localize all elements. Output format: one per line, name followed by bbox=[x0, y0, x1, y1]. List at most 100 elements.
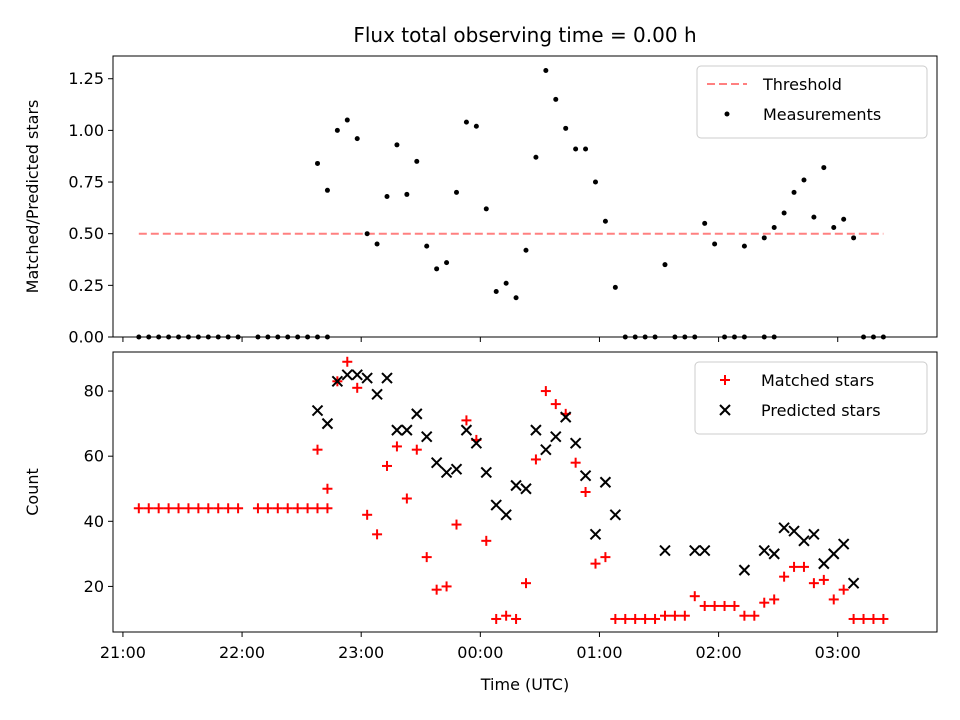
measurement-point bbox=[761, 334, 767, 340]
predicted-star-marker bbox=[361, 372, 373, 384]
measurement-point bbox=[444, 260, 450, 266]
measurement-point bbox=[334, 127, 340, 133]
measurement-point bbox=[831, 224, 837, 230]
matched-star-marker bbox=[530, 454, 541, 465]
x-tick-label: 01:00 bbox=[576, 643, 622, 662]
measurement-point bbox=[493, 289, 499, 295]
predicted-star-marker bbox=[778, 522, 790, 534]
matched-star-marker bbox=[501, 610, 512, 621]
measurement-point bbox=[801, 177, 807, 183]
marker-stroke bbox=[391, 424, 403, 436]
marker-stroke bbox=[440, 466, 453, 479]
marker-stroke bbox=[321, 417, 334, 430]
predicted-star-marker bbox=[579, 470, 592, 482]
matched-star-marker bbox=[789, 561, 800, 572]
x-tick-label: 23:00 bbox=[338, 643, 384, 662]
matched-star-marker bbox=[739, 610, 750, 621]
measurement-point bbox=[265, 334, 271, 340]
measurement-point bbox=[364, 231, 370, 237]
matched-star-marker bbox=[838, 584, 849, 595]
measurement-point bbox=[315, 160, 321, 166]
matched-star-marker bbox=[550, 399, 561, 410]
matched-star-marker bbox=[352, 382, 363, 393]
predicted-star-marker bbox=[401, 424, 413, 436]
measurement-point bbox=[503, 280, 509, 286]
measurement-point bbox=[722, 334, 728, 340]
marker-stroke bbox=[599, 476, 612, 488]
matched-star-marker bbox=[808, 578, 819, 589]
matched-star-marker bbox=[590, 558, 601, 569]
measurement-point bbox=[553, 96, 559, 102]
measurement-point bbox=[612, 284, 618, 290]
matched-star-marker bbox=[252, 503, 263, 514]
matched-star-marker bbox=[282, 503, 293, 514]
marker-stroke bbox=[569, 437, 582, 449]
matched-star-marker bbox=[511, 613, 522, 624]
marker-stroke bbox=[421, 430, 433, 443]
measurement-point bbox=[712, 241, 718, 247]
matched-star-marker bbox=[769, 594, 780, 605]
measurement-point bbox=[324, 187, 330, 193]
measurement-point bbox=[295, 334, 301, 340]
measurement-point bbox=[136, 334, 142, 340]
predicted-star-marker bbox=[798, 535, 810, 547]
marker-stroke bbox=[808, 528, 820, 541]
matched-star-marker bbox=[193, 503, 204, 514]
marker-stroke bbox=[460, 424, 473, 436]
matched-star-marker bbox=[729, 600, 740, 611]
predicted-star-marker bbox=[430, 456, 443, 469]
matched-star-marker bbox=[163, 503, 174, 514]
predicted-star-marker bbox=[381, 372, 393, 384]
predicted-star-marker bbox=[828, 548, 840, 560]
marker-stroke bbox=[311, 404, 324, 417]
measurement-point bbox=[652, 334, 658, 340]
measurement-point bbox=[384, 194, 390, 199]
y-tick-label: 0.25 bbox=[68, 276, 104, 295]
measurement-point bbox=[344, 117, 350, 123]
predicted-star-marker bbox=[321, 417, 334, 430]
matched-star-marker bbox=[203, 503, 214, 514]
predicted-star-marker bbox=[818, 557, 830, 570]
matched-star-marker bbox=[798, 561, 809, 572]
legend: Threshold Measurements bbox=[696, 65, 928, 139]
marker-stroke bbox=[361, 372, 373, 384]
measurement-point bbox=[692, 334, 698, 340]
measurement-point bbox=[851, 235, 857, 241]
chart-title: Flux total observing time = 0.00 h bbox=[353, 23, 696, 47]
measurement-point bbox=[176, 334, 182, 340]
y-tick-label: 60 bbox=[84, 447, 104, 466]
predicted-star-marker bbox=[311, 404, 324, 417]
marker-stroke bbox=[540, 443, 552, 456]
matched-star-marker bbox=[372, 529, 383, 540]
measurement-point bbox=[841, 216, 847, 222]
measurement-point bbox=[235, 334, 241, 340]
matched-star-marker bbox=[292, 503, 303, 514]
y-tick-label: 80 bbox=[84, 382, 104, 401]
matched-star-marker bbox=[759, 597, 770, 608]
matched-star-marker bbox=[133, 503, 144, 514]
matched-star-marker bbox=[411, 444, 422, 455]
predicted-star-marker bbox=[480, 466, 492, 479]
matched-star-marker bbox=[322, 483, 333, 494]
matched-star-marker bbox=[868, 613, 879, 624]
measurement-point bbox=[414, 158, 420, 164]
legend-label: Matched stars bbox=[761, 371, 874, 390]
matched-star-marker bbox=[659, 610, 670, 621]
measurement-point bbox=[473, 123, 479, 129]
matched-star-marker bbox=[382, 460, 393, 471]
legend-measurement-swatch bbox=[724, 111, 730, 117]
matched-star-marker bbox=[600, 552, 611, 563]
marker-stroke bbox=[689, 544, 701, 557]
measurement-point bbox=[463, 119, 469, 125]
measurement-point bbox=[523, 247, 529, 253]
matched-star-marker bbox=[481, 535, 492, 546]
legend-label: Predicted stars bbox=[761, 401, 881, 420]
measurement-point bbox=[702, 220, 708, 226]
matched-star-marker bbox=[828, 594, 839, 605]
matched-star-marker bbox=[342, 356, 353, 367]
marker-stroke bbox=[550, 430, 562, 443]
matched-star-marker bbox=[689, 591, 700, 602]
measurement-point bbox=[761, 235, 767, 241]
matched-star-marker bbox=[858, 613, 869, 624]
matched-star-marker bbox=[223, 503, 234, 514]
